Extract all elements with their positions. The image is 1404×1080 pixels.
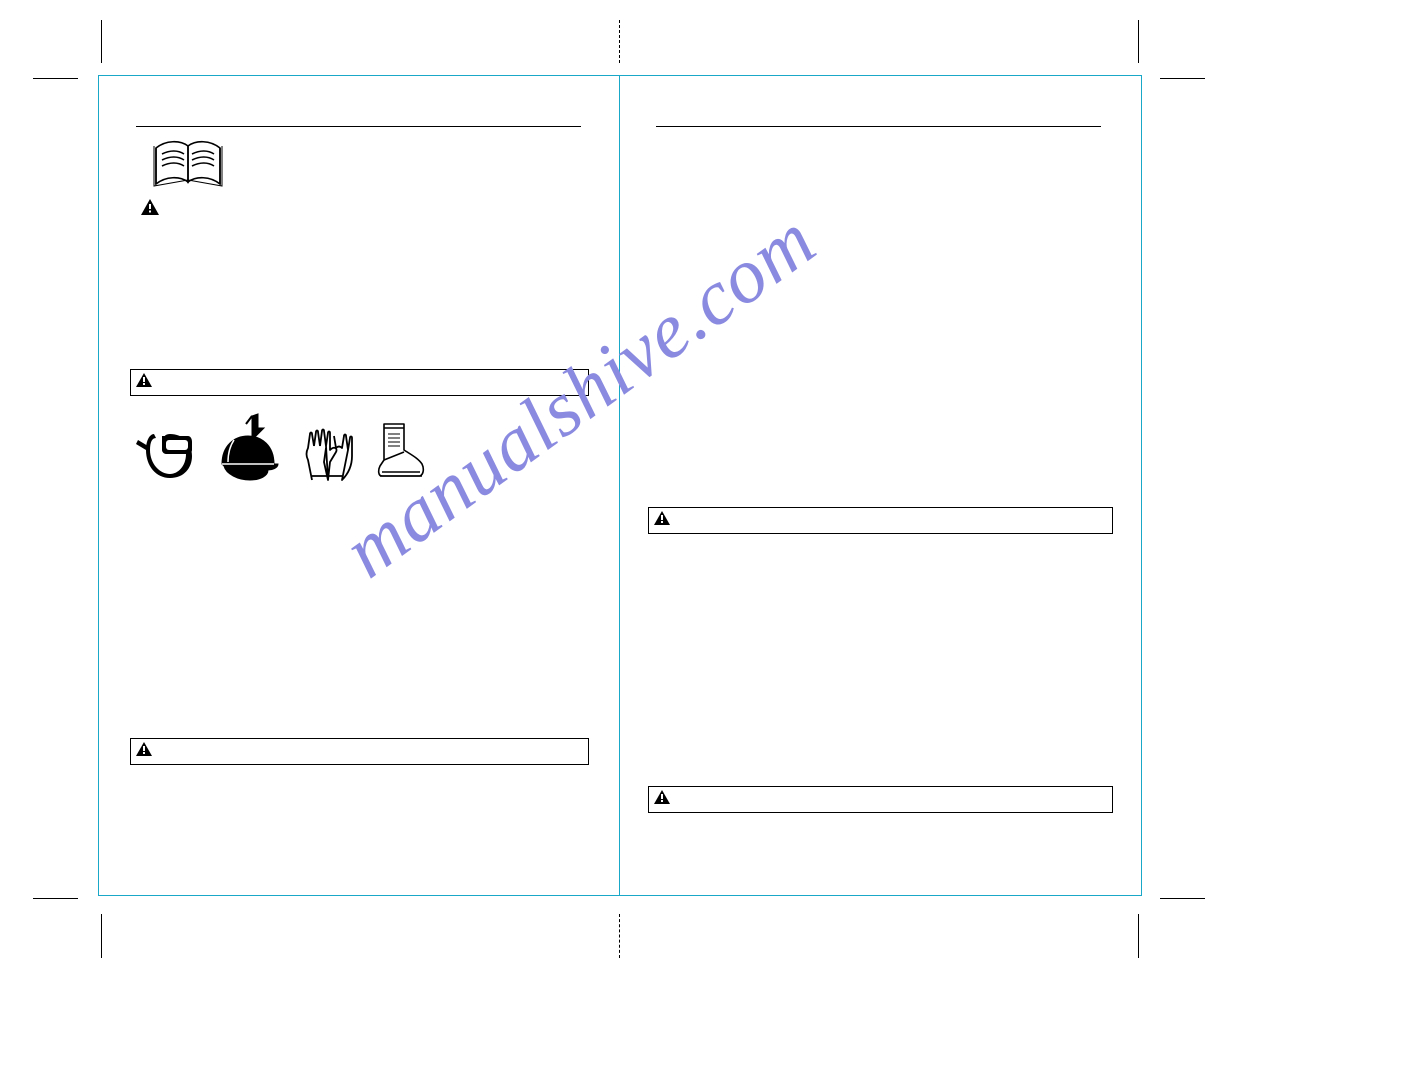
warning-box	[648, 786, 1113, 813]
warning-triangle-icon	[653, 510, 671, 531]
warning-box	[130, 738, 589, 765]
gloves-icon	[298, 426, 356, 487]
warning-triangle-icon	[135, 741, 153, 762]
warning-triangle-icon	[653, 789, 671, 810]
right-rule	[656, 126, 1101, 127]
goggles-icon	[136, 420, 198, 487]
warning-box	[648, 507, 1113, 534]
warning-box	[130, 369, 589, 396]
boots-icon	[374, 420, 426, 487]
spine-line	[619, 75, 620, 896]
left-rule	[136, 126, 581, 127]
ppe-icon-row	[136, 412, 426, 487]
warning-triangle-icon	[135, 372, 153, 393]
hardhat-icon	[216, 412, 280, 487]
warning-triangle-icon	[140, 198, 160, 221]
manual-book-icon	[152, 134, 228, 193]
